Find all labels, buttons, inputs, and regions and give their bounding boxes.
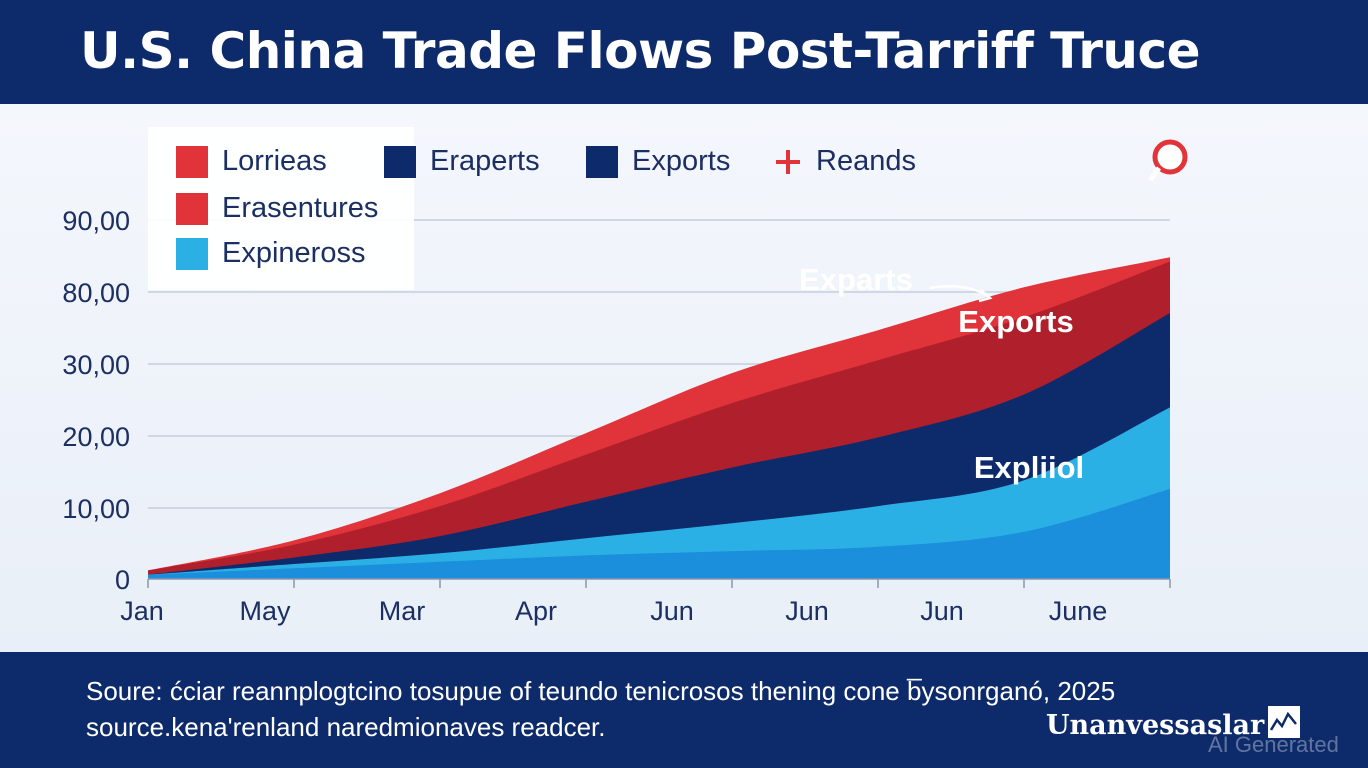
annotation-label: Expliiol xyxy=(974,450,1084,485)
legend-swatch-navy xyxy=(384,145,416,178)
legend-item-exports: Exports xyxy=(586,145,730,178)
legend-label: Erasentures xyxy=(222,192,379,224)
annotation-arrow xyxy=(929,285,989,298)
x-tick-label: May xyxy=(239,596,291,626)
legend-swatch-red xyxy=(176,145,208,178)
x-tick-label: Apr xyxy=(515,596,557,626)
x-tick-label: Mar xyxy=(379,596,426,626)
legend-item-erasentures: Erasentures xyxy=(176,192,378,225)
brand-chart-icon xyxy=(1268,706,1300,738)
legend-item-eraperts: Eraperts xyxy=(384,145,540,178)
x-tick-label: June xyxy=(1049,596,1108,626)
series-end-marker xyxy=(1152,139,1188,175)
x-tick-label: Jun xyxy=(650,596,694,626)
legend-label: Exports xyxy=(632,145,731,177)
ai-generated-watermark: AI Generated xyxy=(1208,732,1339,757)
source-note-line-1: Soure: ćciar reannplogtcino tosupue of t… xyxy=(86,676,1116,706)
legend-swatch-cyan xyxy=(176,237,208,270)
chart-title: U.S. China Trade Flows Post-Tarriff Truc… xyxy=(80,22,1201,80)
legend-label: Lorrieas xyxy=(222,145,327,177)
legend-label: Eraperts xyxy=(430,145,540,177)
legend-swatch-navy xyxy=(586,145,618,178)
legend-label: Expineross xyxy=(222,237,366,269)
x-tick-label: Jan xyxy=(120,596,164,626)
brand-logo-text: Unanvessaslar xyxy=(1046,710,1265,741)
area-series-1 xyxy=(148,407,1170,579)
y-tick-label: 0 xyxy=(115,565,130,595)
y-tick-label: 80,00 xyxy=(62,278,130,308)
legend-item-lorrieas: Lorrieas xyxy=(176,145,327,178)
area-series-0 xyxy=(148,488,1170,579)
y-tick-label: 20,00 xyxy=(62,422,130,452)
x-tick-label: Jun xyxy=(785,596,829,626)
annotation-label: Exparts xyxy=(799,262,913,297)
y-tick-label: 10,00 xyxy=(62,494,130,524)
marker-pointer xyxy=(1148,166,1161,182)
annotation-label: Exports xyxy=(958,304,1073,339)
y-tick-label: 30,00 xyxy=(62,350,130,380)
legend-swatch-red xyxy=(176,192,208,225)
legend-item-expineross: Expineross xyxy=(176,237,365,270)
plus-icon xyxy=(774,148,802,176)
source-footer xyxy=(0,652,1368,768)
annotation-arrowhead xyxy=(978,289,993,303)
legend-label: Reands xyxy=(816,145,916,177)
legend-item-reands: Reands xyxy=(774,145,916,178)
x-tick-label: Jun xyxy=(920,596,964,626)
y-tick-label: 90,00 xyxy=(62,206,130,236)
title-banner: U.S. China Trade Flows Post-Tarriff Truc… xyxy=(0,0,1368,104)
source-note-line-2: source.kena'renland naredmionaves readce… xyxy=(86,712,606,742)
